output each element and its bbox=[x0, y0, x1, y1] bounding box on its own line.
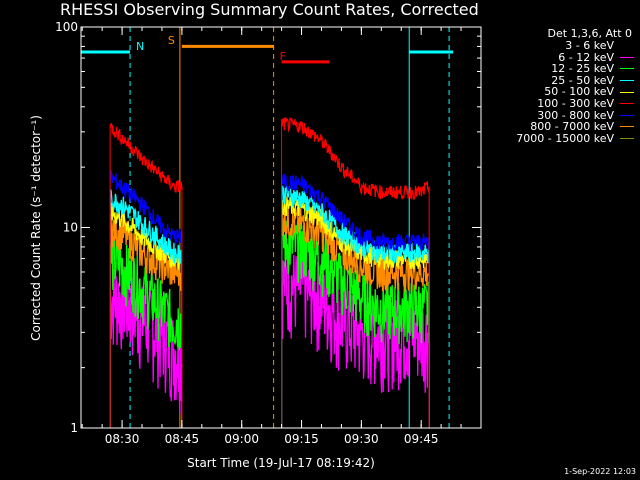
annotation-F: F bbox=[280, 50, 286, 63]
legend-item-label: 12 - 25 keV bbox=[551, 62, 614, 76]
legend-item: 7000 - 15000 keV bbox=[484, 133, 634, 145]
legend-swatch bbox=[620, 138, 634, 140]
y-axis-label: Corrected Count Rate (s⁻¹ detector⁻¹) bbox=[29, 115, 43, 341]
series-line bbox=[109, 122, 183, 193]
legend-item: 800 - 7000 keV bbox=[484, 121, 634, 133]
legend-item-label: 800 - 7000 keV bbox=[530, 120, 614, 134]
legend-swatch bbox=[620, 114, 634, 116]
legend: Det 1,3,6, Att 0 3 - 6 keV 6 - 12 keV 12 -… bbox=[484, 28, 634, 144]
series-6-segment-0 bbox=[109, 122, 183, 428]
y-tick-label: 10 bbox=[63, 221, 78, 235]
legend-item: 25 - 50 keV bbox=[484, 75, 634, 87]
legend-item: 3 - 6 keV bbox=[484, 40, 634, 52]
series-line bbox=[280, 173, 430, 252]
legend-item-label: 3 - 6 keV bbox=[565, 39, 614, 52]
legend-item-label: 25 - 50 keV bbox=[551, 73, 614, 87]
legend-swatch bbox=[620, 103, 634, 105]
legend-item-label: 6 - 12 keV bbox=[558, 50, 614, 64]
series-line bbox=[280, 205, 430, 293]
annotation-S: S bbox=[168, 34, 175, 47]
legend-swatch bbox=[620, 91, 634, 93]
y-tick-label: 100 bbox=[55, 20, 78, 34]
series-line bbox=[109, 213, 183, 292]
x-tick-label: 09:00 bbox=[224, 432, 259, 446]
x-tick-label: 09:45 bbox=[404, 432, 439, 446]
legend-item: 300 - 800 keV bbox=[484, 108, 634, 122]
legend-swatch bbox=[620, 56, 634, 58]
x-tick-label: 08:45 bbox=[165, 432, 200, 446]
legend-item-label: 7000 - 15000 keV bbox=[516, 131, 614, 145]
x-axis-label: Start Time (19-Jul-17 08:19:42) bbox=[187, 456, 375, 470]
legend-header: Det 1,3,6, Att 0 bbox=[547, 27, 632, 40]
series-line bbox=[109, 169, 183, 245]
legend-swatch bbox=[620, 80, 634, 82]
plot-frame bbox=[80, 26, 482, 429]
series-line bbox=[109, 235, 183, 351]
series-line bbox=[280, 117, 430, 200]
legend-swatch bbox=[620, 68, 634, 70]
annotation-N: N bbox=[136, 40, 144, 53]
series-line bbox=[109, 189, 183, 264]
x-tick-label: 08:30 bbox=[105, 432, 140, 446]
legend-item: 6 - 12 keV bbox=[484, 50, 634, 64]
legend-item: 50 - 100 keV bbox=[484, 86, 634, 98]
x-tick-label: 09:15 bbox=[284, 432, 319, 446]
legend-item-label: 100 - 300 keV bbox=[537, 96, 614, 110]
timestamp: 1-Sep-2022 12:03 bbox=[564, 467, 636, 476]
chart-title: RHESSI Observing Summary Count Rates, Co… bbox=[60, 0, 479, 19]
legend-swatch bbox=[620, 126, 634, 128]
legend-swatch bbox=[620, 45, 634, 47]
legend-item-label: 50 - 100 keV bbox=[544, 85, 614, 99]
y-tick-label: 1 bbox=[70, 421, 78, 435]
series-6-segment-1 bbox=[280, 117, 430, 428]
legend-item: 100 - 300 keV bbox=[484, 98, 634, 110]
legend-item: 12 - 25 keV bbox=[484, 63, 634, 75]
x-tick-label: 09:30 bbox=[344, 432, 379, 446]
legend-item-label: 300 - 800 keV bbox=[537, 108, 614, 122]
